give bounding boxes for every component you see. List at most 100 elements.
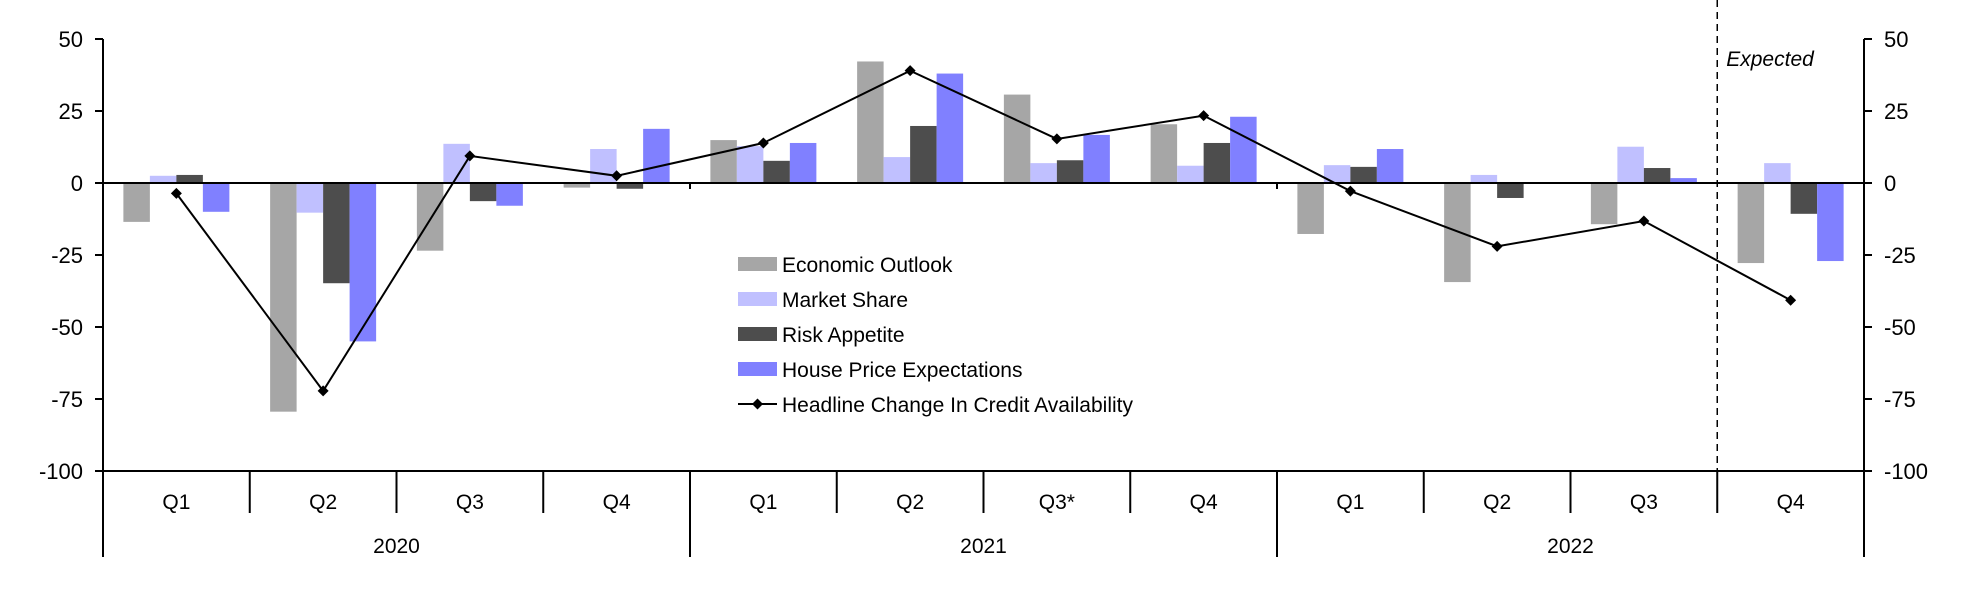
line-point-marker xyxy=(904,65,916,77)
bar-economic-outlook xyxy=(563,183,591,188)
quarter-label: Q1 xyxy=(1336,491,1364,514)
bar-economic-outlook xyxy=(416,183,444,251)
legend: Economic Outlook Market Share Risk Appetit… xyxy=(738,254,1133,417)
line-point-marker xyxy=(464,150,476,162)
line-point-marker xyxy=(1051,133,1063,145)
legend-label: Headline Change In Credit Availability xyxy=(782,394,1133,417)
quarter-label: Q3 xyxy=(456,491,484,514)
legend-label: Economic Outlook xyxy=(782,254,953,277)
y-tick-label-left: -75 xyxy=(51,387,83,412)
bar-economic-outlook xyxy=(1297,183,1324,234)
line-layer xyxy=(170,65,1797,397)
bar-economic-outlook xyxy=(1590,183,1618,225)
bar-market-share xyxy=(149,175,177,183)
bar-house-price-expectations xyxy=(643,128,670,183)
bar-market-share xyxy=(1764,163,1791,183)
line-point-marker xyxy=(1344,185,1356,197)
bar-risk-appetite xyxy=(1790,183,1818,214)
bar-economic-outlook xyxy=(710,140,737,183)
legend-diamond-marker-icon xyxy=(752,398,763,410)
bar-market-share xyxy=(1030,163,1057,183)
quarter-label: Q2 xyxy=(1483,491,1511,514)
line-point-marker xyxy=(317,385,329,397)
legend-swatch-market-share xyxy=(738,292,777,306)
bar-market-share xyxy=(883,157,911,183)
y-tick-label-right: -75 xyxy=(1884,387,1916,412)
bar-house-price-expectations xyxy=(349,183,377,342)
quarter-label: Q4 xyxy=(1190,491,1218,514)
bar-market-share xyxy=(1470,174,1498,183)
bar-risk-appetite xyxy=(1056,160,1084,183)
line-point-marker xyxy=(1198,110,1210,122)
bar-economic-outlook xyxy=(1444,183,1471,283)
line-point-marker xyxy=(1491,240,1503,252)
line-headline-change-in-credit-availability xyxy=(175,69,1792,393)
bar-risk-appetite xyxy=(1350,166,1377,183)
bar-market-share xyxy=(1617,146,1644,183)
y-tick-label-right: -100 xyxy=(1884,459,1928,484)
year-label: 2020 xyxy=(373,535,420,558)
y-tick-label-right: -50 xyxy=(1884,315,1916,340)
legend-swatch-economic-outlook xyxy=(738,257,777,271)
legend-label: House Price Expectations xyxy=(782,359,1022,382)
bar-risk-appetite xyxy=(1203,142,1231,183)
y-tick-label-left: -25 xyxy=(51,243,83,268)
line-point-marker xyxy=(170,187,182,199)
bar-economic-outlook xyxy=(1003,94,1031,183)
y-tick-label-left: 25 xyxy=(59,99,83,124)
year-label: 2022 xyxy=(1547,535,1594,558)
quarter-label: Q3 xyxy=(1630,491,1658,514)
legend-label: Market Share xyxy=(782,289,908,312)
bar-economic-outlook xyxy=(123,183,150,222)
bar-economic-outlook xyxy=(857,61,884,183)
line-point-marker xyxy=(1638,215,1650,227)
y-tick-label-left: -100 xyxy=(39,459,83,484)
bar-market-share xyxy=(1177,165,1204,183)
bar-risk-appetite xyxy=(616,183,644,189)
bar-risk-appetite xyxy=(323,183,350,284)
bar-market-share xyxy=(590,149,617,183)
bar-risk-appetite xyxy=(176,174,203,183)
quarter-label: Q2 xyxy=(309,491,337,514)
quarter-label: Q2 xyxy=(896,491,924,514)
year-label: 2021 xyxy=(960,535,1007,558)
quarter-label: Q4 xyxy=(1777,491,1805,514)
bars-layer xyxy=(123,61,1844,412)
y-tick-label-right: 50 xyxy=(1884,27,1908,52)
bar-house-price-expectations xyxy=(1230,116,1257,183)
expected-annotation: Expected xyxy=(1726,48,1815,71)
bar-house-price-expectations xyxy=(1083,134,1110,183)
bar-house-price-expectations xyxy=(1670,178,1697,183)
bar-market-share xyxy=(296,183,324,213)
line-point-marker xyxy=(757,137,769,149)
bar-market-share xyxy=(1323,165,1351,183)
bar-risk-appetite xyxy=(763,160,790,183)
bar-house-price-expectations xyxy=(789,142,817,183)
bar-risk-appetite xyxy=(469,183,497,202)
y-tick-label-left: -50 xyxy=(51,315,83,340)
bar-house-price-expectations xyxy=(496,183,523,206)
y-tick-label-right: -25 xyxy=(1884,243,1916,268)
line-point-marker xyxy=(611,170,623,182)
bar-economic-outlook xyxy=(1150,124,1178,183)
bar-risk-appetite xyxy=(1497,183,1524,198)
y-tick-label-left: 50 xyxy=(59,27,83,52)
axes-layer: 50 50 25 25 0 0 -25 -25 -50 -50 -75 -75 -100 -100 2020… xyxy=(39,0,1928,558)
quarter-label: Q1 xyxy=(749,491,777,514)
bar-risk-appetite xyxy=(1643,168,1671,183)
bar-risk-appetite xyxy=(910,125,937,183)
y-tick-label-right: 25 xyxy=(1884,99,1908,124)
line-point-marker xyxy=(1785,294,1797,306)
bar-house-price-expectations xyxy=(202,183,230,212)
bar-economic-outlook xyxy=(1737,183,1765,264)
quarter-label: Q1 xyxy=(162,491,190,514)
bar-economic-outlook xyxy=(270,183,297,412)
bar-market-share xyxy=(736,146,764,183)
bar-house-price-expectations xyxy=(1817,183,1844,262)
y-tick-label-right: 0 xyxy=(1884,171,1896,196)
bar-house-price-expectations xyxy=(936,73,964,183)
y-tick-label-left: 0 xyxy=(71,171,83,196)
bar-house-price-expectations xyxy=(1376,149,1404,183)
legend-swatch-risk-appetite xyxy=(738,327,777,341)
legend-swatch-house-price-expectations xyxy=(738,362,777,376)
